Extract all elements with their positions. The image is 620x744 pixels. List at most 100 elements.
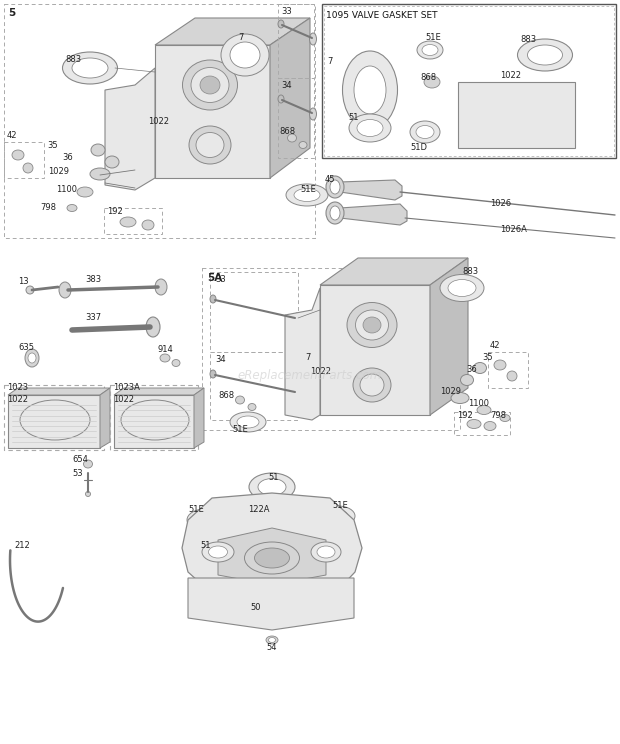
Text: 798: 798 <box>40 202 56 211</box>
Ellipse shape <box>349 114 391 142</box>
Ellipse shape <box>28 353 36 363</box>
Ellipse shape <box>86 492 91 496</box>
Text: 42: 42 <box>490 341 500 350</box>
Polygon shape <box>182 493 362 605</box>
Ellipse shape <box>146 317 160 337</box>
Ellipse shape <box>268 638 275 643</box>
Ellipse shape <box>357 120 383 136</box>
Text: 914: 914 <box>158 345 174 354</box>
Ellipse shape <box>254 548 290 568</box>
Ellipse shape <box>191 68 229 103</box>
Polygon shape <box>100 388 110 448</box>
Ellipse shape <box>258 478 286 496</box>
Polygon shape <box>155 18 310 45</box>
Ellipse shape <box>286 184 328 206</box>
Text: 35: 35 <box>47 141 58 150</box>
Text: 868: 868 <box>420 72 436 82</box>
Ellipse shape <box>142 220 154 230</box>
Text: 36: 36 <box>62 153 73 162</box>
Ellipse shape <box>91 144 105 156</box>
Ellipse shape <box>278 20 284 28</box>
Ellipse shape <box>507 371 517 381</box>
Ellipse shape <box>461 374 474 385</box>
Polygon shape <box>194 388 204 448</box>
Text: 51D: 51D <box>410 144 427 153</box>
Ellipse shape <box>59 282 71 298</box>
Ellipse shape <box>105 156 119 168</box>
Ellipse shape <box>309 108 316 120</box>
Ellipse shape <box>237 416 259 428</box>
Polygon shape <box>270 18 310 178</box>
Text: 13: 13 <box>18 278 29 286</box>
Text: 337: 337 <box>85 313 101 322</box>
Ellipse shape <box>410 121 440 143</box>
Ellipse shape <box>210 295 216 303</box>
Text: 7: 7 <box>238 33 244 42</box>
Text: 51: 51 <box>268 472 278 481</box>
Text: 868: 868 <box>218 391 234 400</box>
Ellipse shape <box>244 542 299 574</box>
Text: 212: 212 <box>14 540 30 550</box>
Ellipse shape <box>248 403 256 411</box>
Ellipse shape <box>355 310 389 340</box>
Ellipse shape <box>230 412 266 432</box>
Ellipse shape <box>210 370 216 378</box>
Text: 1029: 1029 <box>48 167 69 176</box>
Polygon shape <box>458 82 575 148</box>
Text: 1022: 1022 <box>148 118 169 126</box>
Ellipse shape <box>342 51 397 129</box>
Ellipse shape <box>309 33 316 45</box>
Text: 1022: 1022 <box>500 71 521 80</box>
Ellipse shape <box>528 45 562 65</box>
Ellipse shape <box>182 60 237 110</box>
Ellipse shape <box>196 132 224 158</box>
Ellipse shape <box>194 513 216 527</box>
Ellipse shape <box>67 205 77 211</box>
Ellipse shape <box>518 39 572 71</box>
Ellipse shape <box>347 303 397 347</box>
Text: 35: 35 <box>482 353 493 362</box>
Text: 122A: 122A <box>248 505 270 515</box>
Text: 51E: 51E <box>425 33 441 42</box>
Ellipse shape <box>208 546 228 558</box>
Text: 1022: 1022 <box>310 368 331 376</box>
Ellipse shape <box>84 460 92 468</box>
Polygon shape <box>430 258 468 415</box>
Ellipse shape <box>451 393 469 403</box>
Polygon shape <box>8 388 110 395</box>
Ellipse shape <box>484 422 496 431</box>
Text: 868: 868 <box>279 127 295 136</box>
Text: 51: 51 <box>348 114 358 123</box>
Text: 1026: 1026 <box>490 199 511 208</box>
Text: 1095 VALVE GASKET SET: 1095 VALVE GASKET SET <box>326 10 438 19</box>
Ellipse shape <box>494 360 506 370</box>
Text: 883: 883 <box>462 268 478 277</box>
Ellipse shape <box>321 506 355 526</box>
Ellipse shape <box>440 275 484 301</box>
Ellipse shape <box>326 202 344 224</box>
Text: 1100: 1100 <box>56 185 77 194</box>
Text: 33: 33 <box>281 7 292 16</box>
Text: 53: 53 <box>72 469 82 478</box>
Ellipse shape <box>353 368 391 402</box>
Text: 7: 7 <box>305 353 311 362</box>
Ellipse shape <box>360 374 384 396</box>
Ellipse shape <box>77 187 93 197</box>
Polygon shape <box>155 45 270 178</box>
Text: 36: 36 <box>466 365 477 374</box>
Text: 34: 34 <box>281 80 291 89</box>
Ellipse shape <box>417 41 443 59</box>
Text: 635: 635 <box>18 344 34 353</box>
Polygon shape <box>218 528 326 585</box>
Ellipse shape <box>477 405 491 414</box>
Ellipse shape <box>160 354 170 362</box>
Ellipse shape <box>155 279 167 295</box>
Ellipse shape <box>474 362 487 373</box>
Ellipse shape <box>187 509 223 531</box>
Ellipse shape <box>363 317 381 333</box>
Ellipse shape <box>72 58 108 78</box>
Ellipse shape <box>422 45 438 56</box>
Ellipse shape <box>424 76 440 88</box>
Text: 45: 45 <box>325 176 335 185</box>
Ellipse shape <box>278 95 284 103</box>
